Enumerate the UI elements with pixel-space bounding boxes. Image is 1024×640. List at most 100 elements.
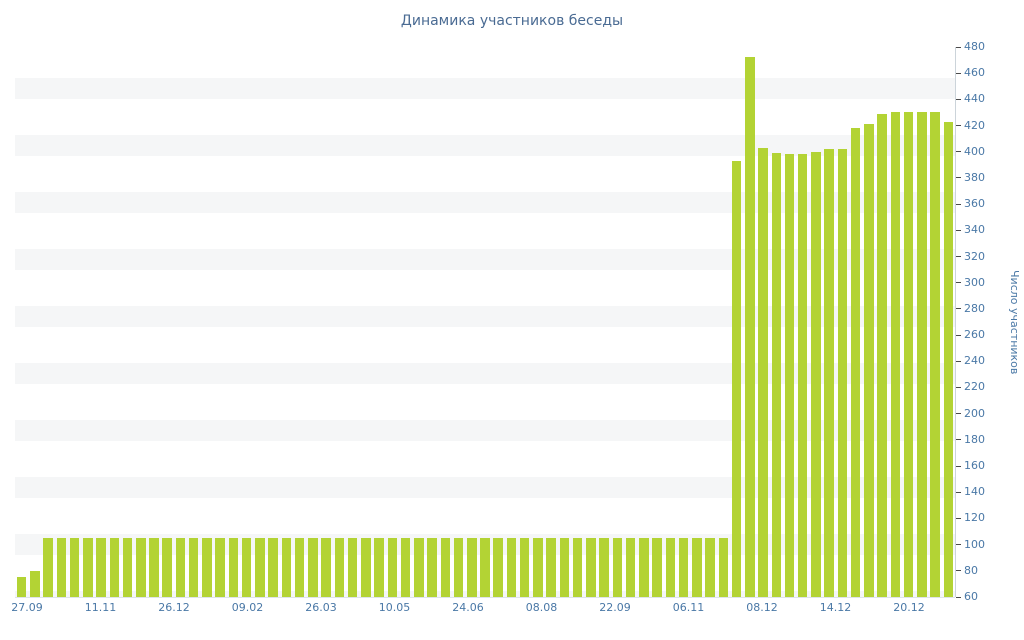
x-tick-label: 08.08	[525, 601, 558, 614]
x-tick-label: 27.09	[11, 601, 43, 614]
y-tick-mark	[956, 334, 961, 336]
y-tick: 180	[956, 433, 985, 446]
bar	[281, 538, 292, 597]
y-tick: 80	[956, 564, 978, 577]
bar	[122, 538, 133, 597]
y-tick-label: 340	[964, 223, 985, 237]
y-tick: 200	[956, 406, 985, 420]
y-tick: 220	[956, 381, 985, 393]
y-tick: 380	[956, 171, 985, 184]
y-tick-label: 160	[964, 459, 985, 473]
bar	[400, 538, 411, 597]
y-tick-mark	[956, 360, 961, 362]
bar	[334, 538, 345, 597]
y-tick-mark	[956, 439, 961, 441]
bar	[917, 112, 927, 597]
y-tick-mark	[956, 544, 961, 546]
y-tick-label: 220	[964, 380, 985, 394]
bar	[466, 538, 477, 597]
y-tick: 440	[956, 93, 985, 105]
bar	[811, 151, 821, 597]
y-axis: 60 80 100 120 140 160 180 200 220 240 260 280 300 320…	[955, 41, 1002, 603]
y-tick-mark	[956, 203, 961, 205]
y-tick-label: 140	[964, 485, 985, 499]
y-tick: 120	[956, 512, 985, 524]
bar	[519, 538, 530, 597]
bar	[321, 538, 331, 597]
y-tick: 100	[956, 538, 985, 551]
bar	[30, 570, 40, 597]
bar	[255, 538, 265, 597]
y-tick-label: 200	[964, 406, 985, 420]
bar	[572, 538, 583, 597]
bar	[228, 538, 239, 597]
bar	[639, 538, 649, 597]
chart-title: Динамика участников беседы	[400, 13, 624, 29]
bar	[241, 538, 252, 597]
bar	[903, 112, 914, 597]
y-tick-mark	[956, 596, 961, 598]
bar	[625, 538, 636, 597]
y-tick-mark	[956, 125, 961, 127]
bar	[771, 153, 782, 597]
bar	[440, 538, 451, 597]
bar	[96, 538, 106, 597]
bar	[850, 128, 861, 597]
y-tick-mark	[956, 46, 961, 48]
y-tick-label: 60	[964, 590, 978, 603]
bar	[784, 154, 795, 597]
x-tick-label: 10.05	[378, 601, 411, 614]
plot-area	[15, 47, 955, 598]
x-tick-label: 06.11	[672, 601, 705, 614]
bar	[43, 538, 53, 597]
y-tick-label: 300	[964, 275, 985, 289]
bar	[612, 538, 623, 597]
y-tick: 60	[956, 591, 978, 603]
bar	[506, 538, 517, 597]
y-tick-label: 360	[964, 197, 985, 211]
x-tick-label: 11.11	[84, 601, 117, 614]
y-tick-mark	[956, 282, 961, 284]
y-tick-mark	[956, 256, 961, 258]
bar	[308, 538, 318, 597]
y-tick-mark	[956, 151, 961, 153]
y-tick-mark	[956, 229, 961, 231]
bar	[83, 538, 93, 597]
bar	[69, 538, 80, 597]
bar	[493, 538, 503, 597]
y-tick-mark	[956, 491, 961, 493]
y-tick-label: 120	[964, 511, 985, 525]
y-tick: 340	[956, 224, 985, 236]
y-tick-mark	[956, 413, 961, 415]
bar	[533, 538, 543, 597]
y-tick-label: 240	[964, 354, 985, 368]
x-axis: 27.09 11.11 26.12 09.02 26.03 10.05 24.06 08.08…	[11, 601, 955, 617]
bar	[718, 538, 729, 597]
x-tick-label: 09.02	[231, 601, 264, 614]
y-tick-label: 320	[964, 249, 985, 263]
bar	[678, 538, 689, 597]
bar	[837, 149, 848, 597]
y-tick: 140	[956, 486, 985, 498]
bar	[427, 538, 437, 597]
bar	[136, 538, 146, 597]
bar	[692, 538, 702, 597]
y-tick-mark	[956, 570, 961, 572]
bar	[665, 538, 676, 597]
y-tick-mark	[956, 177, 961, 179]
x-tick-label: 24.06	[452, 601, 484, 614]
bar	[745, 57, 755, 597]
x-tick-label: 14.12	[819, 601, 852, 614]
bar	[758, 147, 768, 597]
bar	[890, 112, 901, 597]
x-tick-label: 20.12	[893, 601, 925, 614]
bar	[864, 124, 874, 597]
bar	[361, 538, 371, 597]
y-tick-mark	[956, 386, 961, 388]
x-tick-label: 26.12	[158, 601, 190, 614]
bar	[294, 538, 305, 597]
bar	[930, 112, 940, 597]
y-tick-label: 260	[964, 328, 985, 342]
bar	[877, 113, 887, 597]
bar	[824, 149, 834, 597]
